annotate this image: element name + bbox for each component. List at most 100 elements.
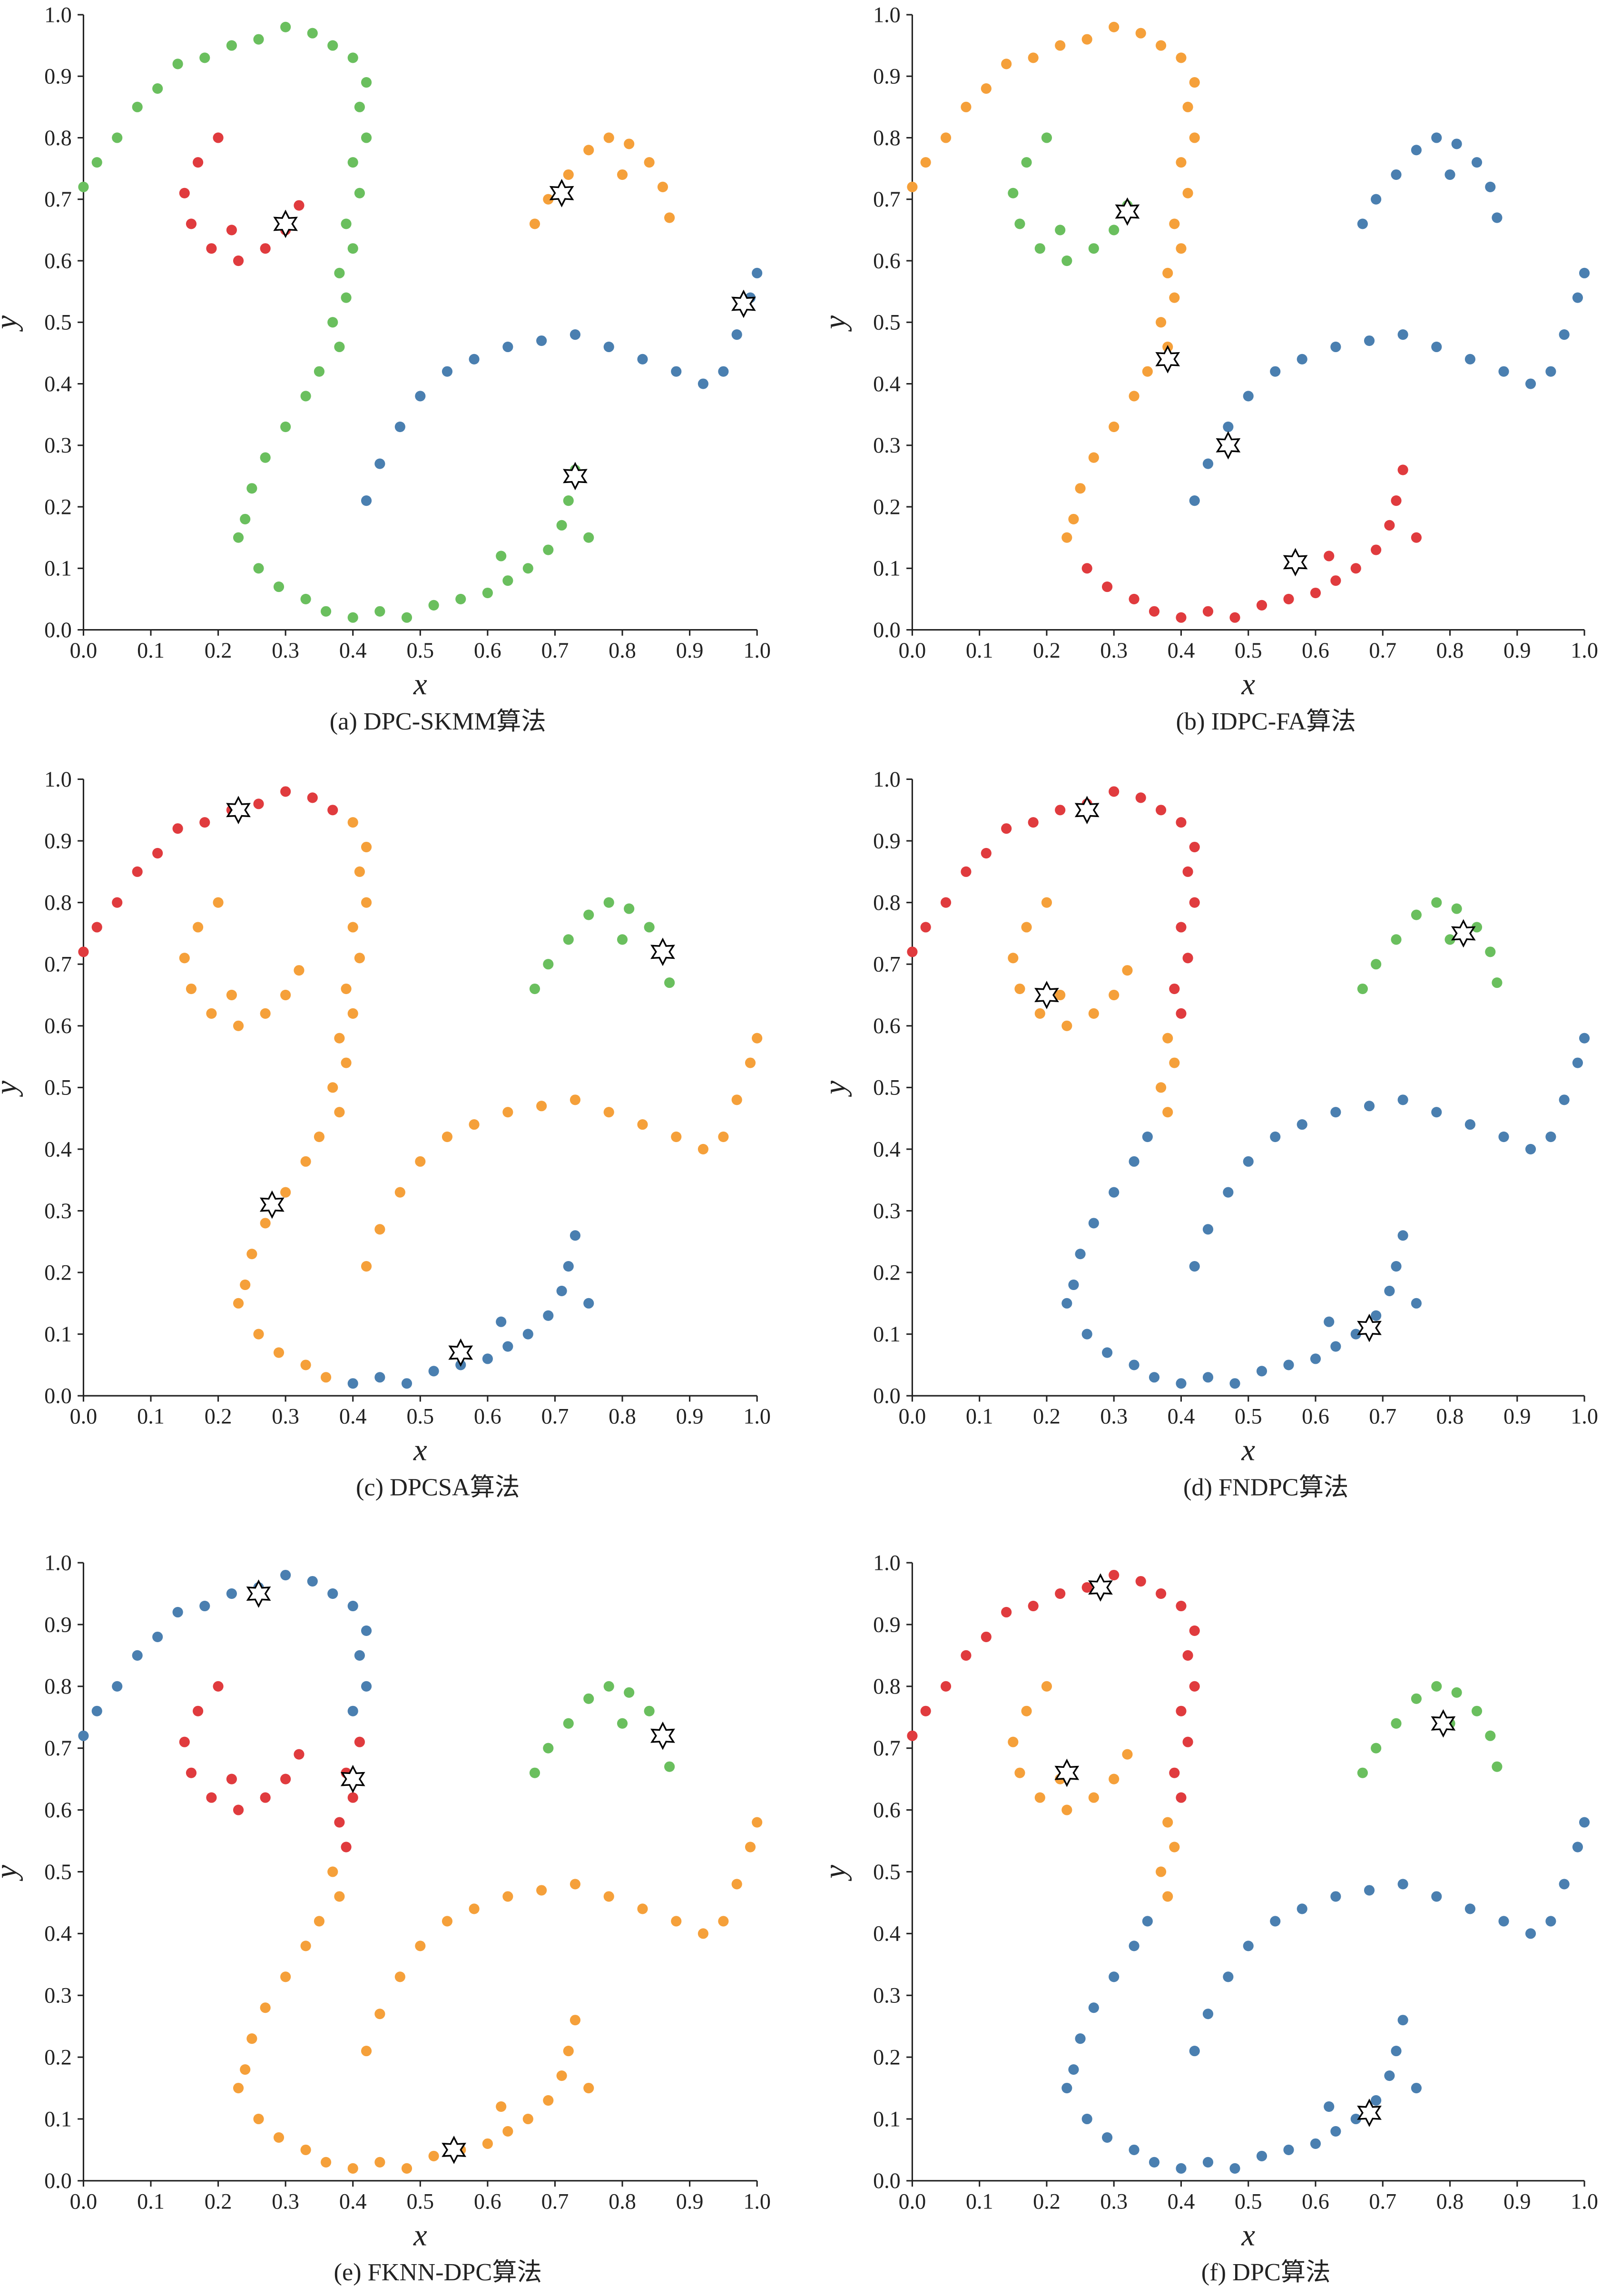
point <box>502 575 513 586</box>
y-tick-label: 1.0 <box>873 2 901 27</box>
point <box>354 953 365 964</box>
caption: (d) FNDPC算法 <box>1183 1473 1348 1501</box>
point <box>1324 1316 1335 1327</box>
point <box>1081 34 1092 45</box>
point <box>624 1687 635 1698</box>
point <box>698 1928 708 1939</box>
point <box>1391 2046 1402 2057</box>
point <box>179 953 190 964</box>
point <box>280 989 291 1001</box>
point <box>563 495 574 506</box>
point <box>1008 187 1019 198</box>
point <box>1202 606 1214 617</box>
point <box>731 1879 742 1890</box>
point <box>1243 1156 1254 1167</box>
point <box>1444 934 1455 945</box>
point <box>1088 1008 1099 1019</box>
x-tick-label: 0.5 <box>1235 1404 1262 1429</box>
point <box>1444 169 1455 180</box>
y-tick-label: 0.5 <box>44 1075 72 1100</box>
point <box>1041 897 1052 908</box>
cluster-center <box>731 289 756 318</box>
point <box>752 1033 763 1044</box>
panel: 0.0 0.1 0.2 0.3 0.4 0.5 0.6 0.7 0.8 0.9 1.0 0.0 0.1 0… <box>817 2 1598 735</box>
point <box>327 1588 338 1599</box>
point <box>1223 421 1234 433</box>
point <box>671 1916 682 1927</box>
caption: (b) IDPC-FA算法 <box>1176 708 1356 735</box>
x-tick-label: 0.8 <box>609 1404 636 1429</box>
point <box>1464 1119 1475 1130</box>
point <box>1068 1279 1079 1291</box>
point <box>1075 1249 1086 1260</box>
point <box>745 1842 756 1853</box>
point <box>1431 132 1442 143</box>
point <box>280 1774 291 1784</box>
y-tick-label: 0.4 <box>44 372 72 396</box>
point <box>1088 452 1099 463</box>
point <box>354 101 365 112</box>
point <box>1021 922 1032 933</box>
x-tick-label: 0.5 <box>1235 638 1262 662</box>
cluster-center <box>1074 796 1100 825</box>
point <box>1068 2064 1079 2075</box>
point <box>78 946 89 957</box>
y-tick-label: 1.0 <box>44 767 72 791</box>
point <box>193 157 204 168</box>
point <box>1182 866 1193 877</box>
x-tick-label: 0.1 <box>966 2189 993 2213</box>
point <box>253 798 264 809</box>
point <box>341 1057 352 1068</box>
point <box>664 1761 675 1772</box>
point <box>920 157 931 168</box>
point <box>415 391 426 402</box>
y-tick-label: 0.3 <box>873 1199 901 1223</box>
point <box>112 897 123 908</box>
point <box>1109 786 1120 797</box>
x-tick-label: 1.0 <box>743 1404 771 1429</box>
point <box>1411 1693 1422 1704</box>
point <box>1431 1681 1442 1692</box>
cluster-center <box>273 209 298 238</box>
point <box>1391 169 1402 180</box>
y-tick-label: 0.5 <box>873 1075 901 1100</box>
panel: 0.0 0.1 0.2 0.3 0.4 0.5 0.6 0.7 0.8 0.9 1.0 0.0 0.1 0… <box>817 767 1598 1501</box>
point <box>1008 953 1019 964</box>
y-tick-label: 1.0 <box>873 1550 901 1575</box>
x-tick-label: 0.3 <box>1100 638 1128 662</box>
point <box>698 378 708 389</box>
point <box>334 341 345 353</box>
point <box>1545 1131 1556 1143</box>
y-tick-label: 0.0 <box>44 1384 72 1408</box>
x-tick-label: 0.0 <box>899 638 926 662</box>
point <box>1324 2101 1335 2112</box>
point <box>394 1971 405 1982</box>
point <box>1156 1866 1167 1877</box>
point <box>1471 157 1483 168</box>
x-tick-label: 0.1 <box>966 1404 993 1429</box>
point <box>1129 2144 1140 2155</box>
point <box>1061 2082 1072 2094</box>
point <box>1156 40 1167 51</box>
point <box>347 1705 358 1716</box>
point <box>1256 2150 1267 2161</box>
point <box>502 2126 513 2137</box>
point <box>260 1218 271 1229</box>
point <box>1330 1107 1341 1118</box>
cluster-center <box>1115 197 1140 226</box>
y-tick-label: 0.8 <box>44 126 72 150</box>
point <box>1364 1885 1375 1896</box>
point <box>253 34 264 45</box>
cluster-center <box>1357 1313 1382 1342</box>
x-tick-label: 0.5 <box>406 638 434 662</box>
point <box>321 606 332 617</box>
x-tick-label: 0.1 <box>137 1404 165 1429</box>
point <box>1088 243 1099 254</box>
point <box>1350 563 1361 574</box>
x-tick-label: 0.0 <box>70 1404 98 1429</box>
point <box>226 989 237 1001</box>
x-tick-label: 0.3 <box>272 638 299 662</box>
y-tick-label: 0.8 <box>873 890 901 915</box>
x-tick-label: 0.0 <box>70 2189 98 2213</box>
point <box>1101 2132 1113 2143</box>
